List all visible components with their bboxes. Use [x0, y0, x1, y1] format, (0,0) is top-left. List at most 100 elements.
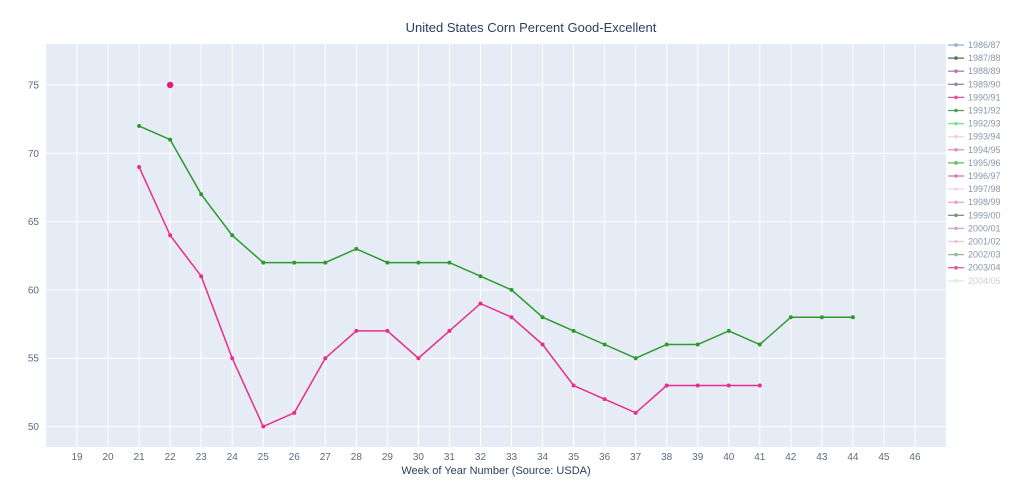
legend-item[interactable]: 1997/98	[948, 184, 1001, 194]
legend-label: 2000/01	[968, 223, 1001, 233]
legend-label: 1999/00	[968, 210, 1001, 220]
legend-item[interactable]: 1991/92	[948, 106, 1001, 116]
legend-swatch-marker	[954, 213, 958, 218]
y-tick-label: 75	[28, 80, 40, 91]
data-point	[850, 315, 855, 320]
x-tick-label: 21	[134, 452, 146, 463]
chart-title: United States Corn Percent Good-Excellen…	[406, 20, 657, 35]
data-point	[633, 356, 638, 361]
legend-label: 1997/98	[968, 184, 1001, 194]
data-point	[199, 192, 204, 197]
data-point	[292, 260, 297, 265]
legend-swatch-marker	[954, 174, 958, 178]
legend-swatch-marker	[954, 252, 958, 257]
data-point	[478, 274, 483, 279]
legend-item[interactable]: 2001/02	[948, 237, 1001, 247]
legend-item[interactable]: 1996/97	[948, 171, 1001, 181]
x-tick-label: 19	[71, 452, 83, 463]
legend-item[interactable]: 1993/94	[948, 132, 1001, 142]
legend-label: 1995/96	[968, 158, 1001, 168]
data-point	[323, 356, 328, 361]
legend-item[interactable]: 1986/87	[948, 40, 1001, 50]
legend-swatch-marker	[954, 161, 958, 165]
legend-item[interactable]: 2000/01	[948, 223, 1001, 233]
y-tick-label: 60	[28, 285, 40, 296]
x-tick-label: 38	[661, 452, 673, 463]
data-point	[664, 383, 669, 388]
legend-label: 1990/91	[968, 92, 1001, 102]
x-tick-label: 31	[444, 452, 456, 463]
x-tick-label: 39	[692, 452, 704, 463]
data-point	[819, 315, 824, 320]
legend[interactable]: 1986/87 1987/88 1988/89 1989/90 1990/91 1991/…	[948, 40, 1001, 286]
x-tick-label: 20	[103, 452, 115, 463]
legend-label: 1992/93	[968, 119, 1001, 129]
series-2	[137, 164, 762, 429]
legend-label: 1987/88	[968, 53, 1001, 63]
legend-item[interactable]: 1999/00	[948, 210, 1001, 220]
x-tick-label: 29	[382, 452, 394, 463]
legend-label: 2004/05	[968, 276, 1001, 286]
data-point	[230, 356, 235, 361]
data-point	[788, 315, 793, 320]
x-tick-label: 27	[320, 452, 332, 463]
x-tick-label: 30	[413, 452, 425, 463]
x-tick-label: 23	[196, 452, 208, 463]
legend-swatch-marker	[954, 69, 958, 73]
series-1	[137, 123, 855, 361]
legend-label: 1994/95	[968, 145, 1001, 155]
legend-label: 2001/02	[968, 237, 1001, 247]
data-point	[509, 287, 514, 292]
x-tick-label: 43	[816, 452, 828, 463]
legend-item[interactable]: 1988/89	[948, 66, 1001, 76]
data-point	[540, 315, 545, 320]
series-0	[166, 81, 174, 89]
legend-item[interactable]: 1992/93	[948, 119, 1001, 129]
legend-item[interactable]: 1990/91	[948, 92, 1001, 102]
data-point	[664, 342, 669, 347]
data-point	[540, 342, 545, 347]
legend-swatch-marker	[954, 226, 958, 231]
data-point	[447, 260, 452, 265]
data-point	[726, 328, 731, 333]
x-tick-label: 25	[258, 452, 270, 463]
legend-label: 1991/92	[968, 106, 1001, 116]
y-tick-label: 70	[28, 149, 40, 160]
data-point	[168, 137, 173, 142]
data-point	[571, 328, 576, 333]
data-point	[757, 383, 762, 388]
legend-swatch-marker	[954, 95, 958, 100]
legend-item[interactable]: 2003/04	[948, 263, 1001, 273]
legend-item[interactable]: 1995/96	[948, 158, 1001, 168]
x-tick-label: 34	[537, 452, 549, 463]
legend-item[interactable]: 2002/03	[948, 250, 1001, 260]
x-axis-title: Week of Year Number (Source: USDA)	[401, 465, 590, 477]
data-point	[168, 233, 173, 238]
legend-item[interactable]: 1998/99	[948, 197, 1001, 207]
data-point	[571, 383, 576, 388]
legend-item[interactable]: 1994/95	[948, 145, 1001, 155]
plot-area	[46, 44, 946, 447]
legend-label: 1986/87	[968, 40, 1001, 50]
series-line	[138, 125, 853, 360]
data-point	[416, 260, 421, 265]
legend-label: 1988/89	[968, 66, 1001, 76]
legend-swatch-marker	[954, 82, 958, 87]
data-point	[137, 164, 142, 169]
legend-item[interactable]: 1989/90	[948, 79, 1001, 89]
data-point	[230, 233, 235, 238]
legend-swatch-marker	[954, 43, 958, 47]
data-point	[385, 328, 390, 333]
legend-swatch-marker	[954, 200, 958, 204]
legend-item[interactable]: 1987/88	[948, 53, 1001, 63]
legend-swatch-marker	[954, 134, 958, 139]
x-tick-label: 28	[351, 452, 363, 463]
data-point	[354, 246, 359, 251]
data-point	[292, 410, 297, 415]
legend-item[interactable]: 2004/05	[948, 276, 1001, 286]
data-point	[757, 342, 762, 347]
data-point	[695, 383, 700, 388]
legend-swatch-marker	[954, 56, 958, 60]
x-tick-label: 44	[847, 452, 859, 463]
x-tick-label: 24	[227, 452, 239, 463]
